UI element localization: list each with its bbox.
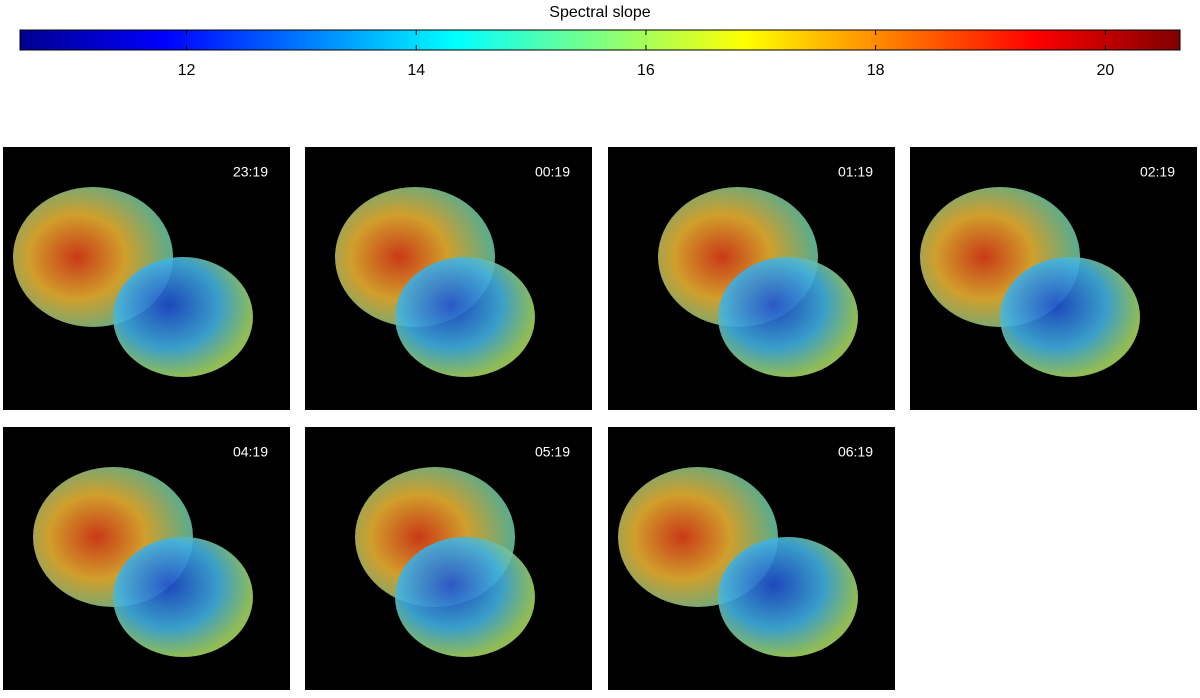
tick-label: 20 xyxy=(1096,62,1114,79)
tick-label: 16 xyxy=(637,62,655,79)
panel-time: 06:19 xyxy=(838,444,873,460)
comet-lobe xyxy=(395,257,535,377)
comet-lobe xyxy=(113,257,253,377)
comet-lobe xyxy=(718,537,858,657)
panel-time: 04:19 xyxy=(233,444,268,460)
colorbar xyxy=(19,29,1181,51)
tick-label: 18 xyxy=(867,62,885,79)
colorbar-title: Spectral slope xyxy=(549,4,650,21)
panel-time: 02:19 xyxy=(1140,164,1175,180)
comet-lobe xyxy=(718,257,858,377)
tick-label: 14 xyxy=(407,62,425,79)
panel-time: 23:19 xyxy=(233,164,268,180)
comet-lobe xyxy=(395,537,535,657)
panel-time: 00:19 xyxy=(535,164,570,180)
comet-lobe xyxy=(113,537,253,657)
panel-time: 01:19 xyxy=(838,164,873,180)
tick-label: 12 xyxy=(178,62,196,79)
comet-lobe xyxy=(1000,257,1140,377)
panel-time: 05:19 xyxy=(535,444,570,460)
